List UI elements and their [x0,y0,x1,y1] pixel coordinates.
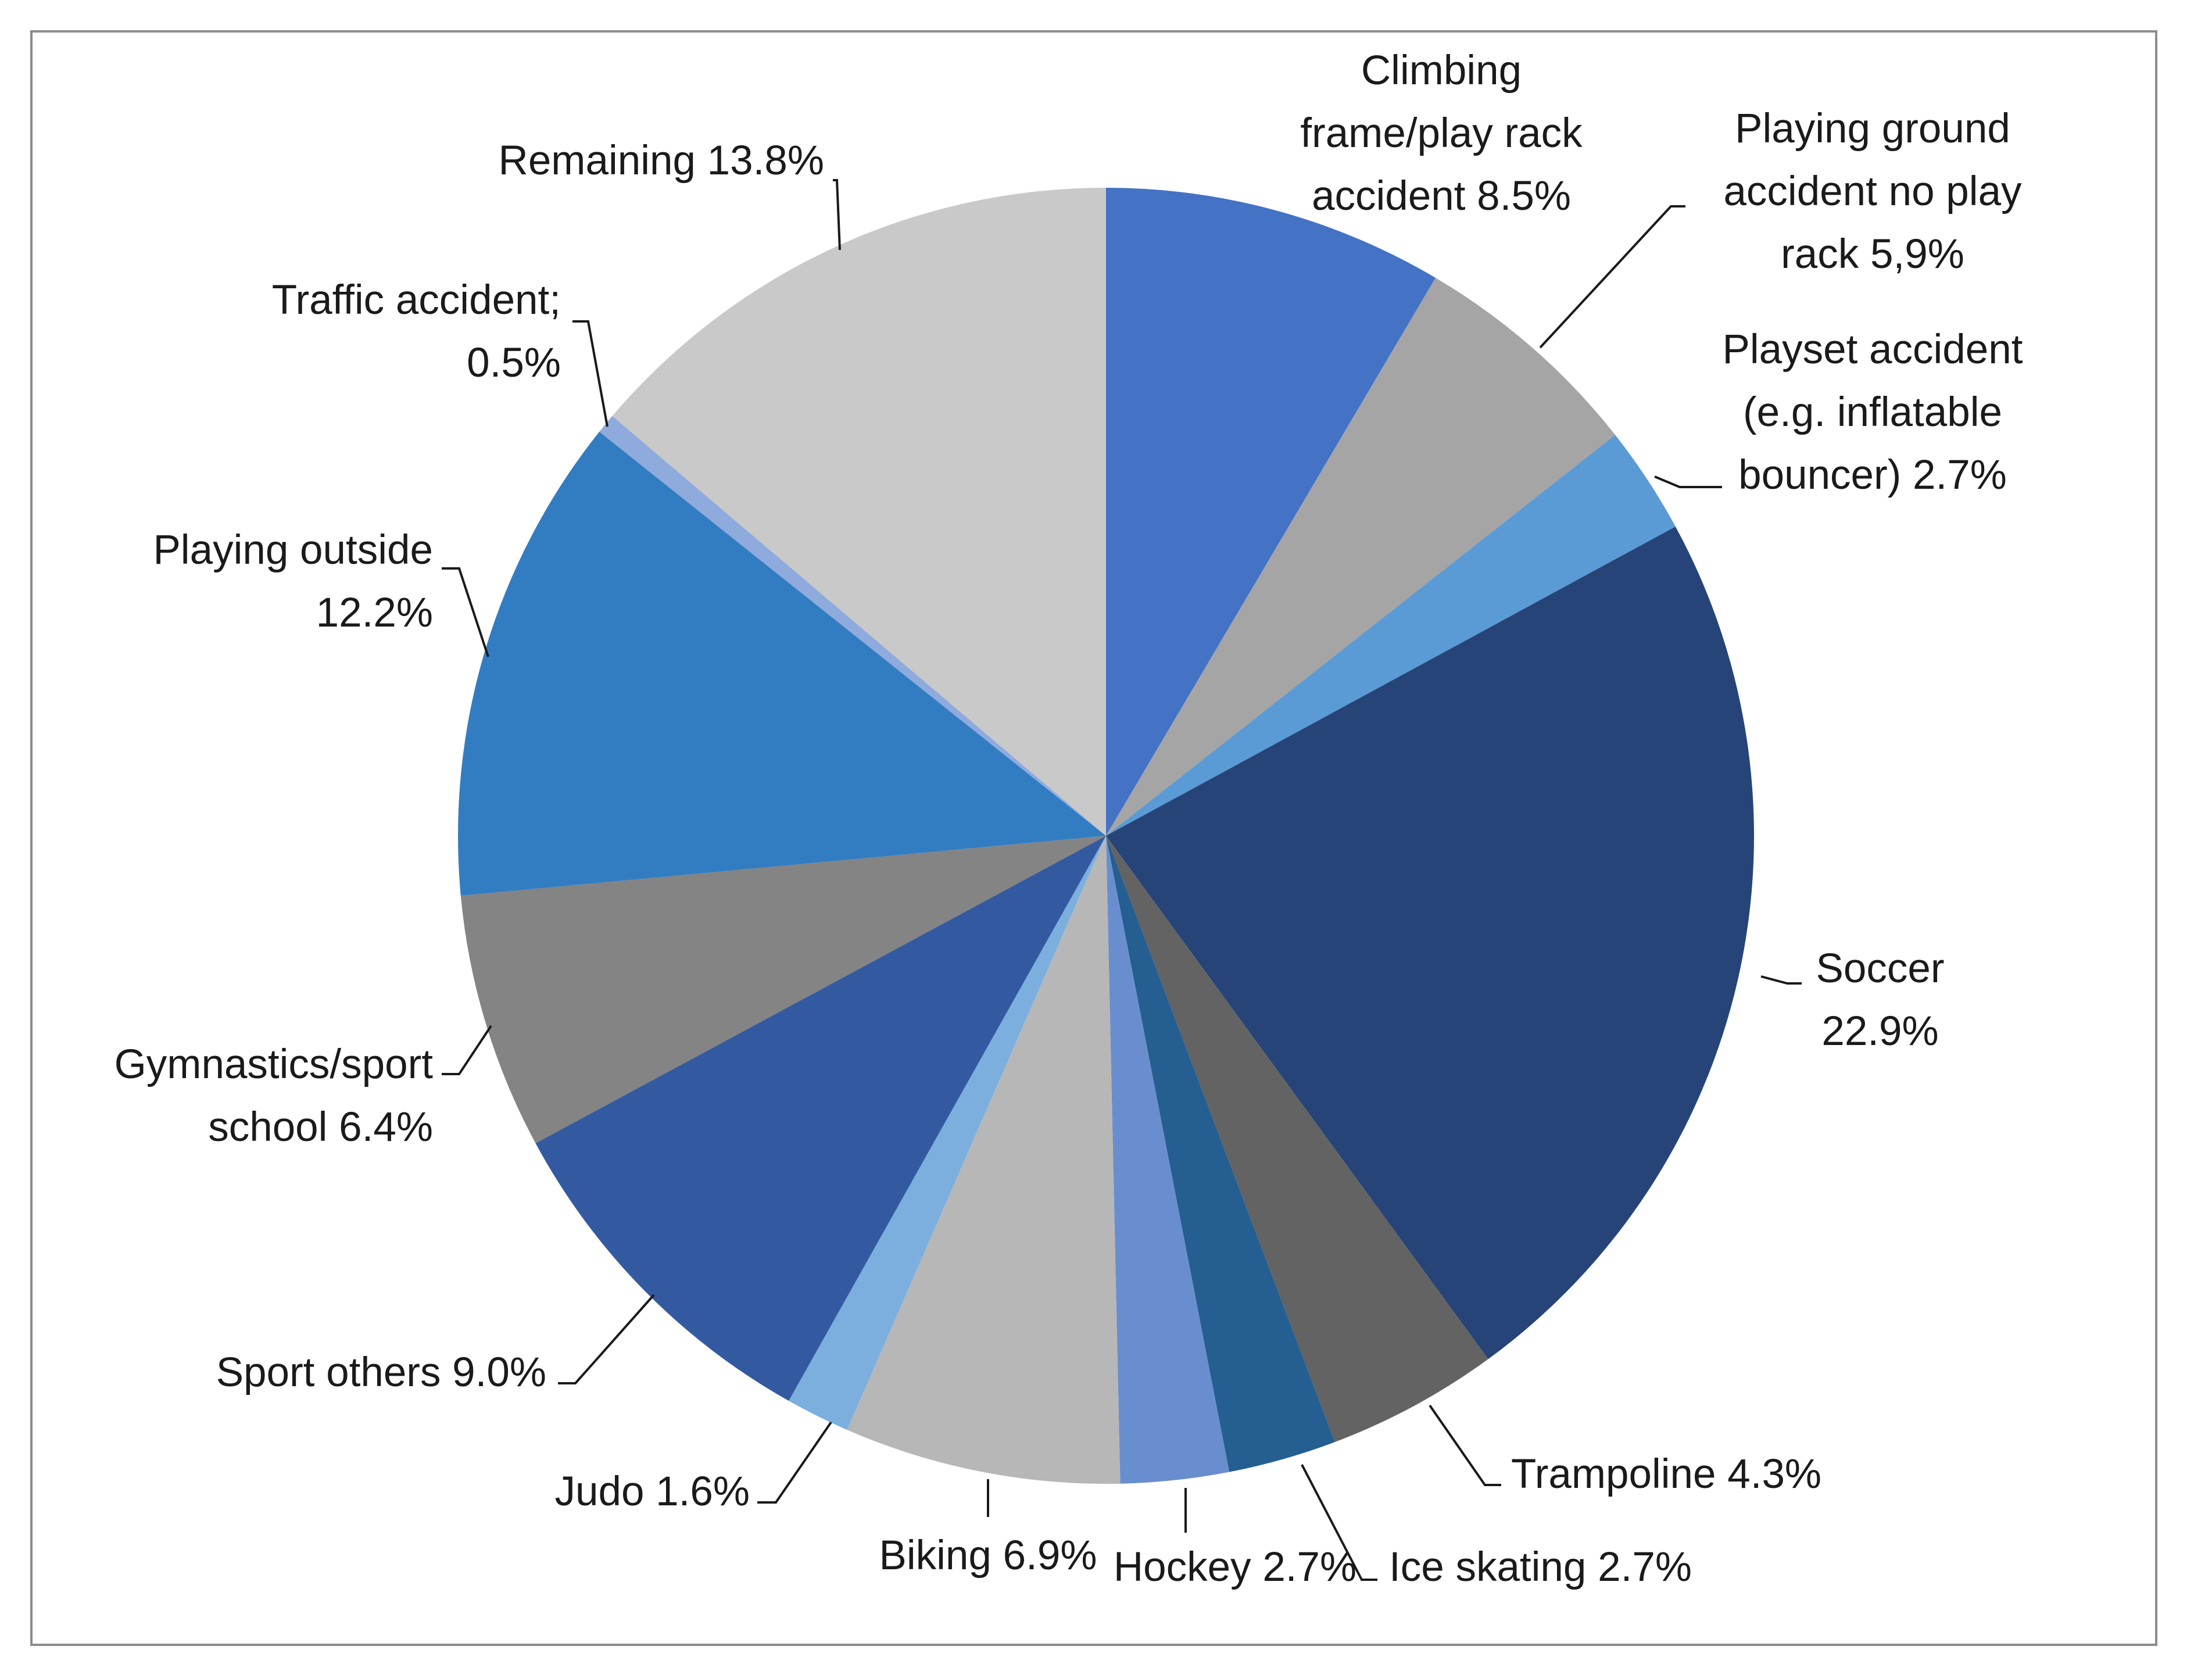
slice-label-line: Judo 1.6% [554,1469,750,1515]
pie-slice-12 [599,416,1106,836]
slice-label-line: frame/play rack [1300,110,1583,156]
slice-label-line: Soccer [1816,946,1945,992]
slices-layer [457,188,1754,1484]
pie-slice-0 [1106,188,1436,836]
slice-label-4: Trampoline 4.3% [1511,1451,1821,1497]
slice-label-3: Soccer 22.9% [1816,946,1945,1054]
slice-label-line: Climbing [1361,48,1522,94]
leader-line-3 [1760,975,1802,985]
pie-slice-11 [457,431,1106,896]
slice-label-line: 0.5% [467,340,561,386]
slice-label-line: Gymnastics/sport [114,1042,434,1087]
slice-label-6: Hockey 2.7% [1114,1544,1356,1590]
pie-slice-10 [460,836,1106,1143]
leader-line-2 [1654,475,1722,488]
pie-slice-7 [847,836,1121,1484]
slice-label-line: 22.9% [1821,1008,1938,1054]
leader-line-13 [833,179,841,251]
slice-label-1: Playing ground accident no play rack 5,9% [1723,106,2022,277]
slice-label-10: Gymnastics/sport school 6.4% [114,1042,434,1150]
pie-slice-3 [1106,526,1754,1359]
pie-slice-13 [612,188,1106,836]
slice-label-line: accident 8.5% [1312,173,1571,219]
slice-label-12: Traffic accident; 0.5% [272,277,561,386]
slice-label-line: Ice skating 2.7% [1389,1544,1692,1590]
slice-label-line: Trampoline 4.3% [1511,1451,1821,1497]
slice-label-line: Biking 6.9% [879,1533,1097,1579]
pie-slice-9 [535,836,1106,1401]
leader-line-4 [1429,1404,1501,1486]
leader-line-1 [1539,205,1685,349]
leader-line-11 [442,567,489,657]
slice-label-8: Judo 1.6% [554,1469,750,1515]
slice-label-line: Playing ground [1735,106,2010,152]
slice-label-line: Sport others 9.0% [216,1350,546,1395]
slice-label-5: Ice skating 2.7% [1389,1544,1692,1590]
leader-line-8 [757,1421,832,1504]
pie-slice-2 [1106,435,1676,836]
slice-label-line: school 6.4% [208,1104,433,1150]
pie-slice-6 [1106,836,1230,1484]
slice-label-line: (e.g. inflatable [1743,389,2002,435]
slice-label-9: Sport others 9.0% [216,1350,546,1395]
slice-label-line: bouncer) 2.7% [1738,452,2007,498]
pie-slice-4 [1106,836,1488,1443]
slice-label-11: Playing outside 12.2% [153,527,433,636]
slice-label-line: Traffic accident; [272,277,561,323]
leader-line-12 [572,320,609,427]
slice-label-13: Remaining 13.8% [499,138,824,184]
leader-line-5 [1301,1464,1377,1581]
slice-label-line: Playset accident [1722,327,2023,373]
pie-slice-8 [789,836,1106,1430]
pie-slice-1 [1106,277,1616,836]
labels-layer: Climbing frame/play rack accident 8.5% Play… [114,48,2023,1590]
leader-line-10 [442,1025,492,1075]
slice-label-2: Playset accident (e.g. inflatable bouncer)… [1722,327,2023,498]
leader-line-9 [558,1294,655,1384]
leaders-layer [442,179,1802,1581]
slice-label-line: accident no play [1723,169,2022,214]
slice-label-line: Remaining 13.8% [499,138,824,184]
slice-label-line: Hockey 2.7% [1114,1544,1356,1590]
pie-slice-5 [1106,836,1335,1472]
slice-label-7: Biking 6.9% [879,1533,1097,1579]
slice-label-line: Playing outside [153,527,433,573]
slice-label-0: Climbing frame/play rack accident 8.5% [1300,48,1583,219]
slice-label-line: rack 5,9% [1781,231,1964,277]
slice-label-line: 12.2% [316,590,433,636]
